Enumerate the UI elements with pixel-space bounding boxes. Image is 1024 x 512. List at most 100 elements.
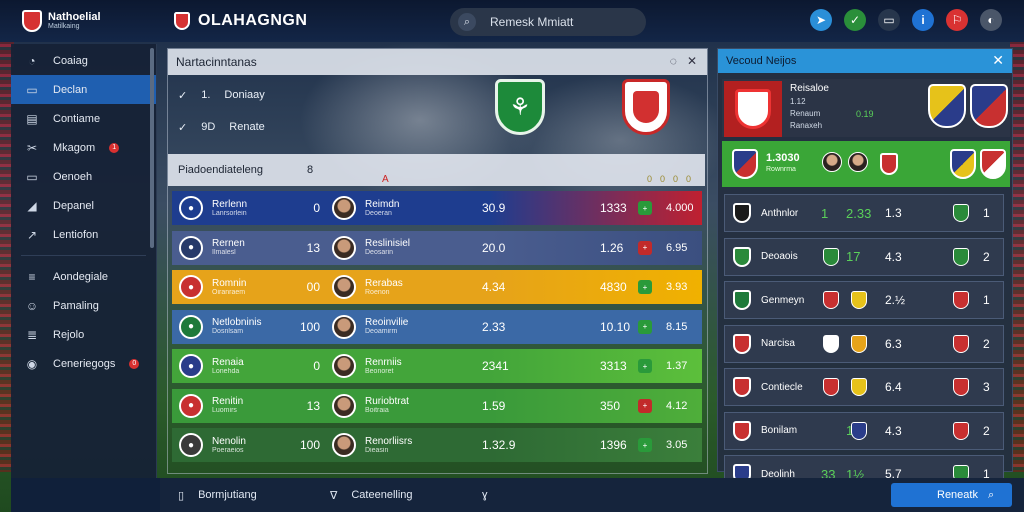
match-crest-icon: [950, 149, 976, 179]
result-crest-icon: [953, 421, 969, 440]
fixture-value: 5.7: [885, 467, 902, 481]
flag-icon: ◢: [27, 198, 37, 213]
fixture-row[interactable]: Contiecle 6.4 3: [724, 368, 1004, 406]
close-icon[interactable]: ✕: [992, 52, 1004, 68]
row-number: 0: [313, 359, 320, 373]
fixture-row[interactable]: Deoaois 17 4.3 2: [724, 237, 1004, 276]
search-text[interactable]: Remesk Mmiatt: [490, 15, 574, 29]
opponent-crest-icon: [851, 421, 867, 440]
main-panel: Nartacinntanas ◌ ✕ ✓ 1. Doniaay ✓ 9D Ren…: [167, 48, 708, 474]
sidebar-item[interactable]: ▤ Contiame: [11, 104, 156, 133]
settings-icon[interactable]: ◐: [980, 9, 1002, 31]
team-name: Bonilam: [761, 425, 798, 436]
match-info-row: ✓ 9D Renate: [178, 121, 265, 134]
standings-row[interactable]: ● Rernen Ilmalesl 13 Reslinisiel Deosarin 20.0…: [172, 230, 702, 265]
gamepad-icon[interactable]: ⚐: [946, 9, 968, 31]
sidebar-scrollbar[interactable]: [150, 48, 154, 248]
result-crest-icon: [953, 247, 969, 266]
app-logo[interactable]: Nathoelial Matilkaing: [0, 10, 160, 32]
sidebar-item-label: Aondegiale: [53, 270, 109, 283]
team-crest-icon: [733, 203, 751, 223]
featured-team-card[interactable]: Reisaloe 1.12 Renaum 0.19 Ranaxeh: [722, 79, 1010, 137]
fixture-rank: 3: [983, 380, 990, 394]
close-icon[interactable]: ✕: [686, 54, 697, 68]
fixture-row[interactable]: Narcisa 6.3 2: [724, 324, 1004, 363]
player-avatar: [332, 275, 356, 299]
help-icon[interactable]: ◌: [669, 54, 677, 68]
sidebar-item[interactable]: ☺ Pamaling: [11, 291, 156, 320]
row-number: 13: [306, 240, 320, 255]
match-crest-icon: [732, 149, 758, 179]
twitter-icon[interactable]: ➤: [810, 9, 832, 31]
standings-row[interactable]: ● Renitin Luomirs 13 Ruriobtrat Boitraia 1.59 3…: [172, 388, 702, 423]
standings-pip: 0: [659, 174, 665, 184]
info-icon[interactable]: i: [912, 9, 934, 31]
clock-icon: ◔: [28, 53, 36, 68]
team-name: Deolinh: [761, 468, 795, 480]
flag-icon[interactable]: ɣ: [482, 489, 488, 501]
player-avatar: [332, 196, 356, 220]
bottom-item-2[interactable]: ∇ Cateenelling: [330, 489, 413, 502]
standings-pip: 0: [672, 174, 678, 184]
match-info-label: Renate: [229, 121, 265, 133]
tablet-icon[interactable]: ▭: [878, 9, 900, 31]
team-crest-icon: [733, 290, 751, 310]
rival-crest-icon: [928, 84, 966, 128]
standings-row[interactable]: ● Netlobninis Dosnlsam 100 Reoinvilie Deoamir…: [172, 309, 702, 344]
team-name: Genmeyn: [761, 294, 805, 306]
sidebar-item-label: Rejolo: [53, 328, 85, 341]
fixture-value: 2.33: [846, 205, 872, 221]
search-icon[interactable]: ⌕: [458, 13, 476, 31]
row-value: 1.26: [600, 240, 624, 255]
featured-match-card[interactable]: 1.3030 Rownrma: [722, 141, 1010, 187]
sidebar-item-label: Pamaling: [53, 299, 99, 312]
primary-action-button[interactable]: Reneatk ⌕: [891, 483, 1012, 507]
sidebar-item[interactable]: ≣ Rejolo: [11, 320, 156, 349]
sidebar-item[interactable]: ▭ Declan: [11, 75, 156, 104]
featured-team-line: 1.12: [790, 97, 806, 106]
fixture-row[interactable]: Anthnlor 1 2.33 1.3 1: [724, 194, 1004, 232]
fixture-value: 6.4: [885, 380, 902, 394]
away-team-crest[interactable]: [622, 79, 670, 135]
sidebar-item-label: Depanel: [53, 199, 94, 212]
player-name: Renrniis: [365, 356, 402, 368]
fixture-value: 2.½: [885, 293, 906, 307]
sidebar-item[interactable]: ◔ Coaiag: [11, 46, 156, 75]
target-icon: ◉: [26, 356, 38, 371]
featured-team-name: Reisaloe: [790, 83, 829, 94]
standings-title: Piadoendiateleng: [178, 164, 264, 176]
fixture-value: 6.3: [885, 336, 902, 351]
sidebar-item[interactable]: ◉ Ceneriegogs 0: [11, 349, 156, 378]
standings-row[interactable]: ● Nenolin Poeraeios 100 Renorliisrs Dieasin 1.…: [172, 428, 702, 462]
sidebar-item[interactable]: ↗ Lentiofon: [11, 220, 156, 249]
player-subtitle: Dieasin: [365, 446, 389, 454]
team-name: Netlobninis: [212, 317, 262, 329]
standings-row[interactable]: ● Romnin Oiranraem 00 Rerabas Roenon 4.34 4830 +…: [172, 270, 702, 304]
team-name: Deoaois: [761, 251, 798, 262]
document-icon: ▯: [178, 489, 185, 502]
sidebar-item[interactable]: ◢ Depanel: [11, 191, 156, 220]
opponent-crest-icon: [823, 247, 839, 266]
rows-icon: ≣: [26, 327, 38, 342]
standings-row[interactable]: ● Rerlenn Lanrsorlein 0 Reimdn Deoeran 30.9 133…: [172, 191, 702, 225]
sidebar-item[interactable]: ▭ Oenoeh: [11, 162, 156, 191]
fixture-row[interactable]: Bonilam134.32: [724, 411, 1004, 450]
sidebar-item[interactable]: ≡ Aondegiale: [11, 262, 156, 291]
result-crest-icon: [953, 291, 969, 309]
fixture-row[interactable]: Genmeyn 2.½ 1: [724, 281, 1004, 319]
search-bar[interactable]: ⌕ Remesk Mmiatt: [450, 8, 646, 36]
team-crest-icon: ●: [179, 314, 203, 339]
match-crest-icon: [880, 153, 898, 175]
check-icon[interactable]: ✓: [844, 9, 866, 31]
standings-row[interactable]: ● Renaia Lonehda 0 Renrniis Beonoret 2341 3313 +…: [172, 349, 702, 383]
bottom-item-1[interactable]: ▯ Bormjutiang: [178, 489, 257, 502]
home-team-crest[interactable]: ⚘: [495, 79, 545, 135]
row-number: 13: [306, 398, 320, 413]
row-value: 20.0: [482, 240, 506, 255]
title-shield-icon: [174, 12, 190, 30]
team-subtitle: Oiranraem: [212, 288, 246, 296]
sidebar-item[interactable]: ✂ Mkagom 1: [11, 133, 156, 162]
row-value: 4830: [600, 280, 627, 294]
player-subtitle: Boitraia: [365, 407, 389, 415]
fixture-rank: 1: [983, 293, 990, 307]
